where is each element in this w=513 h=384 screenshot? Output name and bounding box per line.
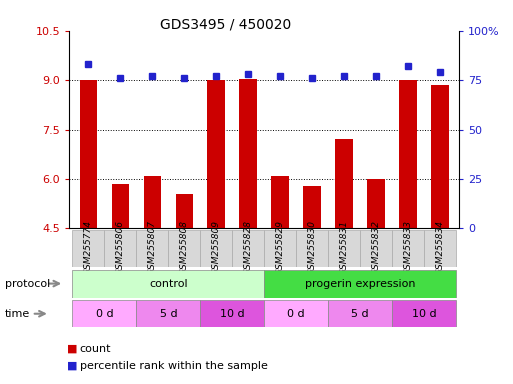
Bar [392, 230, 424, 267]
Text: GDS3495 / 450020: GDS3495 / 450020 [160, 17, 291, 31]
Bar [112, 184, 129, 228]
Bar [232, 230, 264, 267]
Bar [431, 85, 449, 228]
Bar [360, 230, 392, 267]
Text: ■: ■ [67, 361, 77, 371]
Text: GSM255807: GSM255807 [148, 220, 157, 275]
Text: GSM255829: GSM255829 [275, 220, 285, 275]
Bar [175, 194, 193, 228]
Text: GSM255809: GSM255809 [212, 220, 221, 275]
Text: GSM255774: GSM255774 [84, 220, 93, 275]
Bar [200, 300, 264, 327]
Bar [264, 270, 456, 298]
Text: count: count [80, 344, 111, 354]
Bar [367, 179, 385, 228]
Bar [105, 230, 136, 267]
Bar [136, 300, 200, 327]
Bar [271, 176, 289, 228]
Bar [240, 78, 257, 228]
Text: time: time [5, 309, 30, 319]
Text: ■: ■ [67, 344, 77, 354]
Bar [328, 230, 360, 267]
Text: GSM255834: GSM255834 [436, 220, 444, 275]
Text: GSM255808: GSM255808 [180, 220, 189, 275]
Bar [392, 300, 456, 327]
Bar [264, 300, 328, 327]
Text: GSM255833: GSM255833 [404, 220, 412, 275]
Bar [144, 176, 161, 228]
Bar [264, 230, 296, 267]
Bar [136, 230, 168, 267]
Bar [80, 80, 97, 228]
Bar [168, 230, 200, 267]
Text: 10 d: 10 d [411, 309, 436, 319]
Text: 10 d: 10 d [220, 309, 245, 319]
Bar [399, 80, 417, 228]
Text: protocol: protocol [5, 278, 50, 289]
Bar [207, 80, 225, 228]
Bar [72, 230, 105, 267]
Bar [336, 139, 353, 228]
Bar [72, 270, 264, 298]
Text: GSM255828: GSM255828 [244, 220, 253, 275]
Bar [296, 230, 328, 267]
Bar [200, 230, 232, 267]
Text: 5 d: 5 d [160, 309, 177, 319]
Bar [303, 185, 321, 228]
Text: 0 d: 0 d [287, 309, 305, 319]
Text: GSM255832: GSM255832 [371, 220, 381, 275]
Bar [328, 300, 392, 327]
Text: 0 d: 0 d [95, 309, 113, 319]
Text: control: control [149, 278, 188, 289]
Text: GSM255830: GSM255830 [308, 220, 317, 275]
Text: progerin expression: progerin expression [305, 278, 416, 289]
Bar [424, 230, 456, 267]
Bar [72, 300, 136, 327]
Text: percentile rank within the sample: percentile rank within the sample [80, 361, 267, 371]
Text: 5 d: 5 d [351, 309, 369, 319]
Text: GSM255806: GSM255806 [116, 220, 125, 275]
Text: GSM255831: GSM255831 [340, 220, 349, 275]
